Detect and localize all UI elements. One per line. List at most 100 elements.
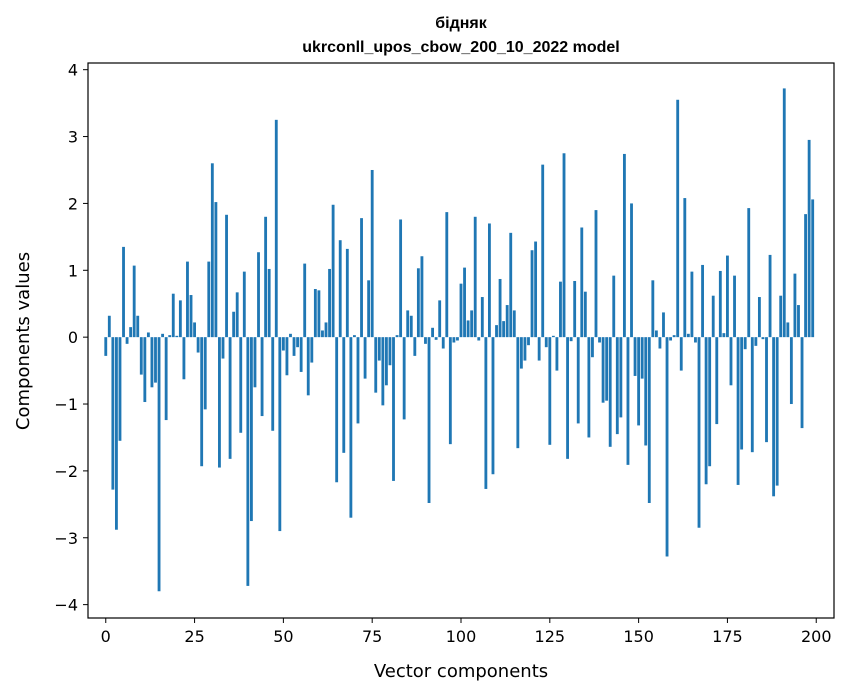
bar-17 (164, 337, 168, 421)
bar-184 (757, 297, 761, 338)
y-tick-label: 4 (68, 61, 78, 80)
bar-99 (456, 337, 459, 341)
x-axis-ticks: 0 25 50 75 100 125 150 175 200 (101, 618, 832, 646)
bar-132 (573, 280, 577, 338)
bar-3 (114, 337, 118, 530)
bar-101 (463, 267, 466, 338)
bar-127 (555, 337, 559, 371)
bar-87 (413, 337, 417, 356)
bar-18 (168, 335, 172, 338)
bar-35 (228, 337, 232, 459)
bar-7 (129, 327, 133, 338)
bar-188 (772, 337, 776, 497)
bar-80 (388, 337, 392, 366)
bar-55 (299, 337, 303, 372)
bar-183 (754, 337, 758, 346)
y-axis-label: Components values (13, 252, 34, 430)
bar-109 (491, 337, 495, 475)
bar-123 (541, 164, 545, 338)
bar-12 (146, 332, 150, 338)
bar-4 (118, 337, 122, 441)
bar-146 (622, 153, 626, 338)
x-tick-label: 0 (101, 627, 111, 646)
bar-69 (349, 337, 353, 518)
bar-142 (608, 337, 612, 447)
bar-144 (615, 337, 619, 435)
bar-152 (644, 337, 648, 446)
bar-133 (576, 337, 580, 424)
bar-134 (580, 227, 584, 338)
y-tick-label: 3 (68, 128, 78, 147)
x-tick-label: 25 (184, 627, 204, 646)
bar-195 (797, 305, 800, 338)
bar-93 (434, 337, 438, 340)
bar-71 (356, 337, 360, 424)
bar-126 (551, 335, 555, 338)
bar-37 (235, 292, 239, 338)
y-tick-label: −4 (54, 596, 78, 615)
bar-29 (207, 261, 211, 338)
y-axis-ticks: −4 −3 −2 −1 0 1 2 3 4 (54, 61, 88, 615)
x-tick-label: 75 (362, 627, 382, 646)
bar-100 (459, 283, 463, 338)
bar-185 (761, 337, 765, 340)
bar-65 (335, 337, 339, 483)
bar-41 (249, 337, 253, 522)
bar-23 (186, 261, 189, 338)
bar-97 (448, 337, 452, 445)
bar-175 (726, 255, 729, 338)
bar-49 (278, 337, 282, 532)
x-tick-label: 125 (535, 627, 566, 646)
bar-153 (647, 337, 651, 503)
x-tick-label: 150 (623, 627, 654, 646)
bar-30 (210, 163, 214, 338)
bar-63 (328, 268, 331, 338)
bar-141 (605, 337, 609, 401)
bar-45 (264, 216, 268, 338)
bar-193 (789, 337, 793, 405)
bar-76 (374, 337, 378, 393)
bar-170 (708, 337, 712, 467)
bar-102 (466, 320, 470, 338)
bar-73 (363, 337, 367, 379)
bar-194 (793, 273, 797, 338)
x-tick-label: 200 (801, 627, 832, 646)
bar-116 (516, 337, 520, 449)
bar-164 (686, 333, 690, 338)
bar-14 (154, 337, 157, 383)
bar-32 (218, 337, 221, 468)
bar-96 (445, 212, 449, 338)
bar-86 (409, 315, 413, 338)
bar-57 (306, 337, 310, 396)
bar-91 (427, 337, 431, 503)
bar-77 (377, 337, 381, 361)
bar-159 (669, 337, 673, 341)
bar-82 (395, 335, 399, 338)
y-tick-label: 2 (68, 194, 78, 213)
bar-15 (157, 337, 161, 592)
bar-179 (740, 337, 744, 450)
bar-46 (267, 268, 271, 338)
bar-78 (381, 337, 385, 406)
bar-11 (143, 337, 147, 403)
bar-125 (548, 337, 552, 445)
bar-74 (367, 280, 371, 338)
bar-160 (672, 335, 676, 338)
bar-27 (200, 337, 204, 467)
bar-38 (239, 337, 243, 433)
bar-107 (484, 337, 488, 489)
bar-8 (132, 265, 136, 338)
bar-199 (811, 199, 815, 338)
bar-70 (353, 335, 356, 338)
bar-52 (289, 333, 292, 338)
bar-137 (591, 337, 594, 358)
bar-191 (782, 88, 786, 338)
bar-50 (281, 337, 285, 351)
bar-119 (527, 337, 530, 346)
bar-131 (569, 337, 573, 342)
bar-75 (370, 169, 374, 338)
plot-frame (87, 62, 835, 619)
bar-172 (715, 337, 719, 425)
bar-85 (406, 310, 410, 338)
bar-115 (512, 310, 516, 338)
